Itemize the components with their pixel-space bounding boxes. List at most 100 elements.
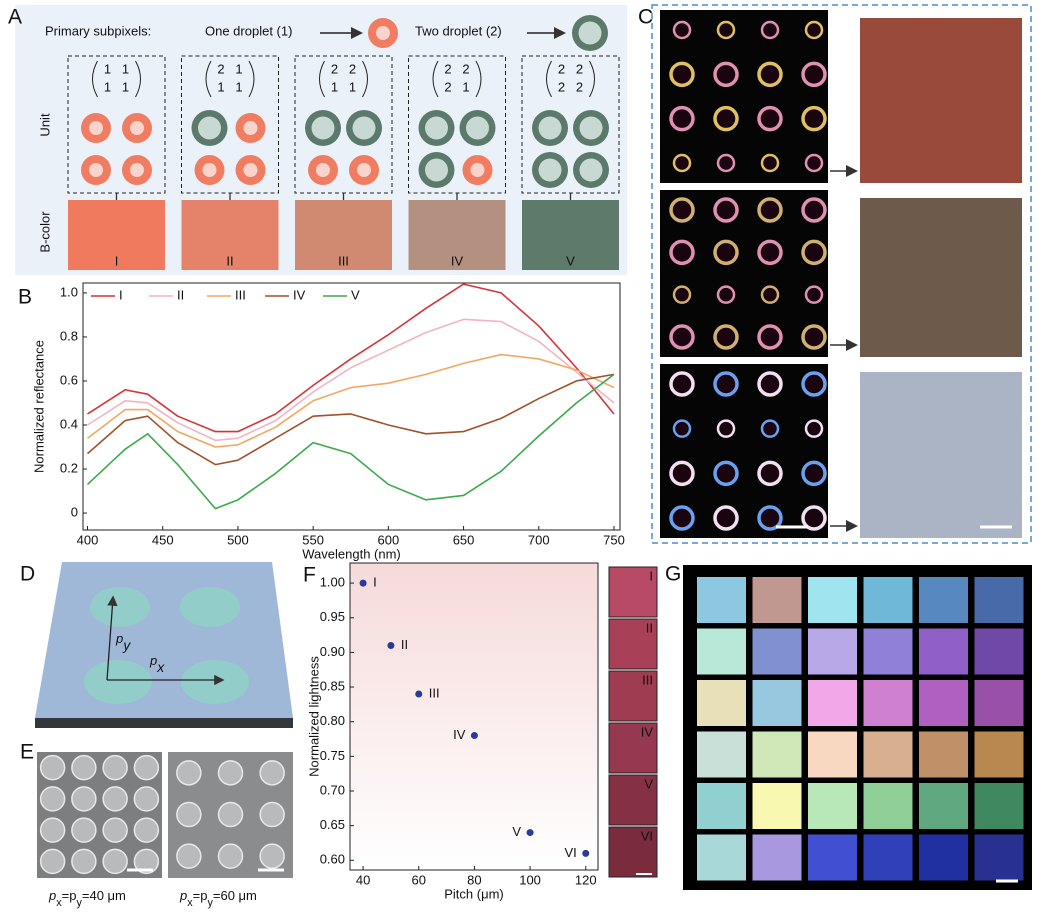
ring bbox=[801, 105, 827, 132]
y-tick-label: 0.95 bbox=[320, 609, 345, 624]
color-tile bbox=[919, 628, 968, 675]
sem-dome bbox=[259, 801, 285, 828]
droplet-core bbox=[579, 158, 603, 182]
ring bbox=[669, 197, 695, 223]
x-tick-label: 650 bbox=[453, 532, 475, 547]
ring bbox=[669, 460, 695, 487]
symbol-part: x bbox=[56, 897, 62, 909]
x-axis-title: Wavelength (nm) bbox=[302, 546, 401, 561]
color-tile bbox=[697, 680, 746, 726]
y-tick-label: 0.75 bbox=[320, 748, 345, 763]
panel-f: 40 60 80 100 120 0.60 0.65 0.70 0.75 0.80 0.85 0.90… bbox=[306, 562, 658, 901]
droplet-core bbox=[316, 163, 330, 177]
matrix-entry: 1 bbox=[122, 61, 129, 76]
ring bbox=[672, 20, 692, 40]
paren bbox=[432, 60, 439, 98]
symbol-part: y bbox=[207, 897, 213, 909]
color-tile bbox=[863, 834, 913, 881]
ring bbox=[801, 197, 827, 223]
ring bbox=[757, 61, 783, 88]
matrix-entry: 1 bbox=[235, 61, 242, 76]
ring bbox=[801, 324, 827, 350]
axis-symbol: px=py=60 μm bbox=[179, 888, 257, 908]
color-tile bbox=[808, 783, 857, 829]
ring bbox=[801, 505, 827, 531]
ring bbox=[804, 285, 824, 304]
paren bbox=[589, 60, 595, 98]
strip-label: VI bbox=[641, 828, 653, 843]
matrix-entry: 2 bbox=[558, 61, 565, 76]
color-tile bbox=[919, 783, 968, 829]
color-tile bbox=[808, 577, 857, 623]
y-tick-label: 0.80 bbox=[320, 713, 345, 728]
matrix-entry: 2 bbox=[576, 79, 583, 94]
color-tile bbox=[863, 680, 913, 726]
color-block bbox=[295, 200, 392, 270]
series-line bbox=[86, 373, 615, 466]
ring bbox=[713, 460, 739, 487]
dome bbox=[90, 587, 150, 627]
legend-label: IV bbox=[293, 287, 306, 302]
ring bbox=[669, 324, 695, 350]
ring bbox=[669, 505, 695, 531]
ring bbox=[716, 419, 736, 438]
ring bbox=[760, 285, 780, 304]
sem-dome bbox=[133, 754, 160, 781]
y-tick-label: 0.60 bbox=[320, 852, 345, 867]
strip-label: III bbox=[642, 672, 653, 687]
panel-label: G bbox=[665, 563, 681, 586]
x-tick-label: 500 bbox=[227, 532, 249, 547]
paren bbox=[362, 60, 368, 98]
droplet-core bbox=[578, 21, 602, 45]
color-label: IV bbox=[451, 253, 464, 268]
color-tile bbox=[808, 628, 857, 675]
ring bbox=[669, 105, 695, 132]
droplet-core bbox=[357, 163, 371, 177]
ring bbox=[669, 371, 695, 397]
x-tick-label: 120 bbox=[575, 872, 597, 887]
ring bbox=[669, 239, 695, 266]
droplet-core bbox=[202, 163, 217, 177]
color-tile bbox=[752, 680, 802, 726]
color-tile bbox=[974, 680, 1024, 726]
color-tile bbox=[697, 577, 746, 623]
matrix-entry: 2 bbox=[331, 61, 338, 76]
ring bbox=[757, 197, 783, 223]
sem-dome bbox=[71, 817, 97, 843]
color-label: III bbox=[338, 253, 349, 268]
sem-dome bbox=[217, 760, 244, 786]
series-line bbox=[87, 318, 615, 442]
strip-cell bbox=[608, 826, 658, 878]
color-tile bbox=[919, 680, 968, 726]
y-axis-title: Normalized reflectance bbox=[31, 340, 46, 473]
panel-a: Primary subpixels: One droplet (1) Two dro… bbox=[37, 15, 620, 270]
symbol: p bbox=[115, 631, 123, 646]
y-tick-label: 0.65 bbox=[320, 817, 345, 832]
droplet-core bbox=[89, 163, 103, 177]
x-tick-label: 750 bbox=[603, 532, 625, 547]
micrograph bbox=[660, 10, 828, 183]
color-tile bbox=[808, 834, 857, 881]
paren bbox=[92, 60, 98, 98]
panel-label: D bbox=[20, 563, 35, 586]
ring bbox=[672, 285, 692, 304]
sem-dome bbox=[217, 801, 244, 828]
ring bbox=[716, 153, 736, 173]
droplet-core bbox=[425, 158, 448, 182]
color-tile bbox=[863, 731, 913, 778]
symbol-part: p bbox=[179, 888, 187, 903]
paren bbox=[248, 60, 255, 98]
droplet-core bbox=[130, 121, 144, 135]
color-tile bbox=[752, 783, 802, 829]
panel-g bbox=[683, 565, 1032, 890]
color-tile bbox=[752, 731, 802, 778]
series-line bbox=[87, 283, 615, 433]
x-tick-label: 700 bbox=[528, 532, 550, 547]
color-tile bbox=[697, 783, 746, 829]
sem-dome bbox=[39, 786, 66, 812]
ring bbox=[713, 105, 739, 132]
ring bbox=[716, 285, 736, 304]
symbol-part: y bbox=[76, 897, 82, 909]
strip-cell bbox=[608, 618, 658, 670]
ring bbox=[801, 239, 827, 266]
